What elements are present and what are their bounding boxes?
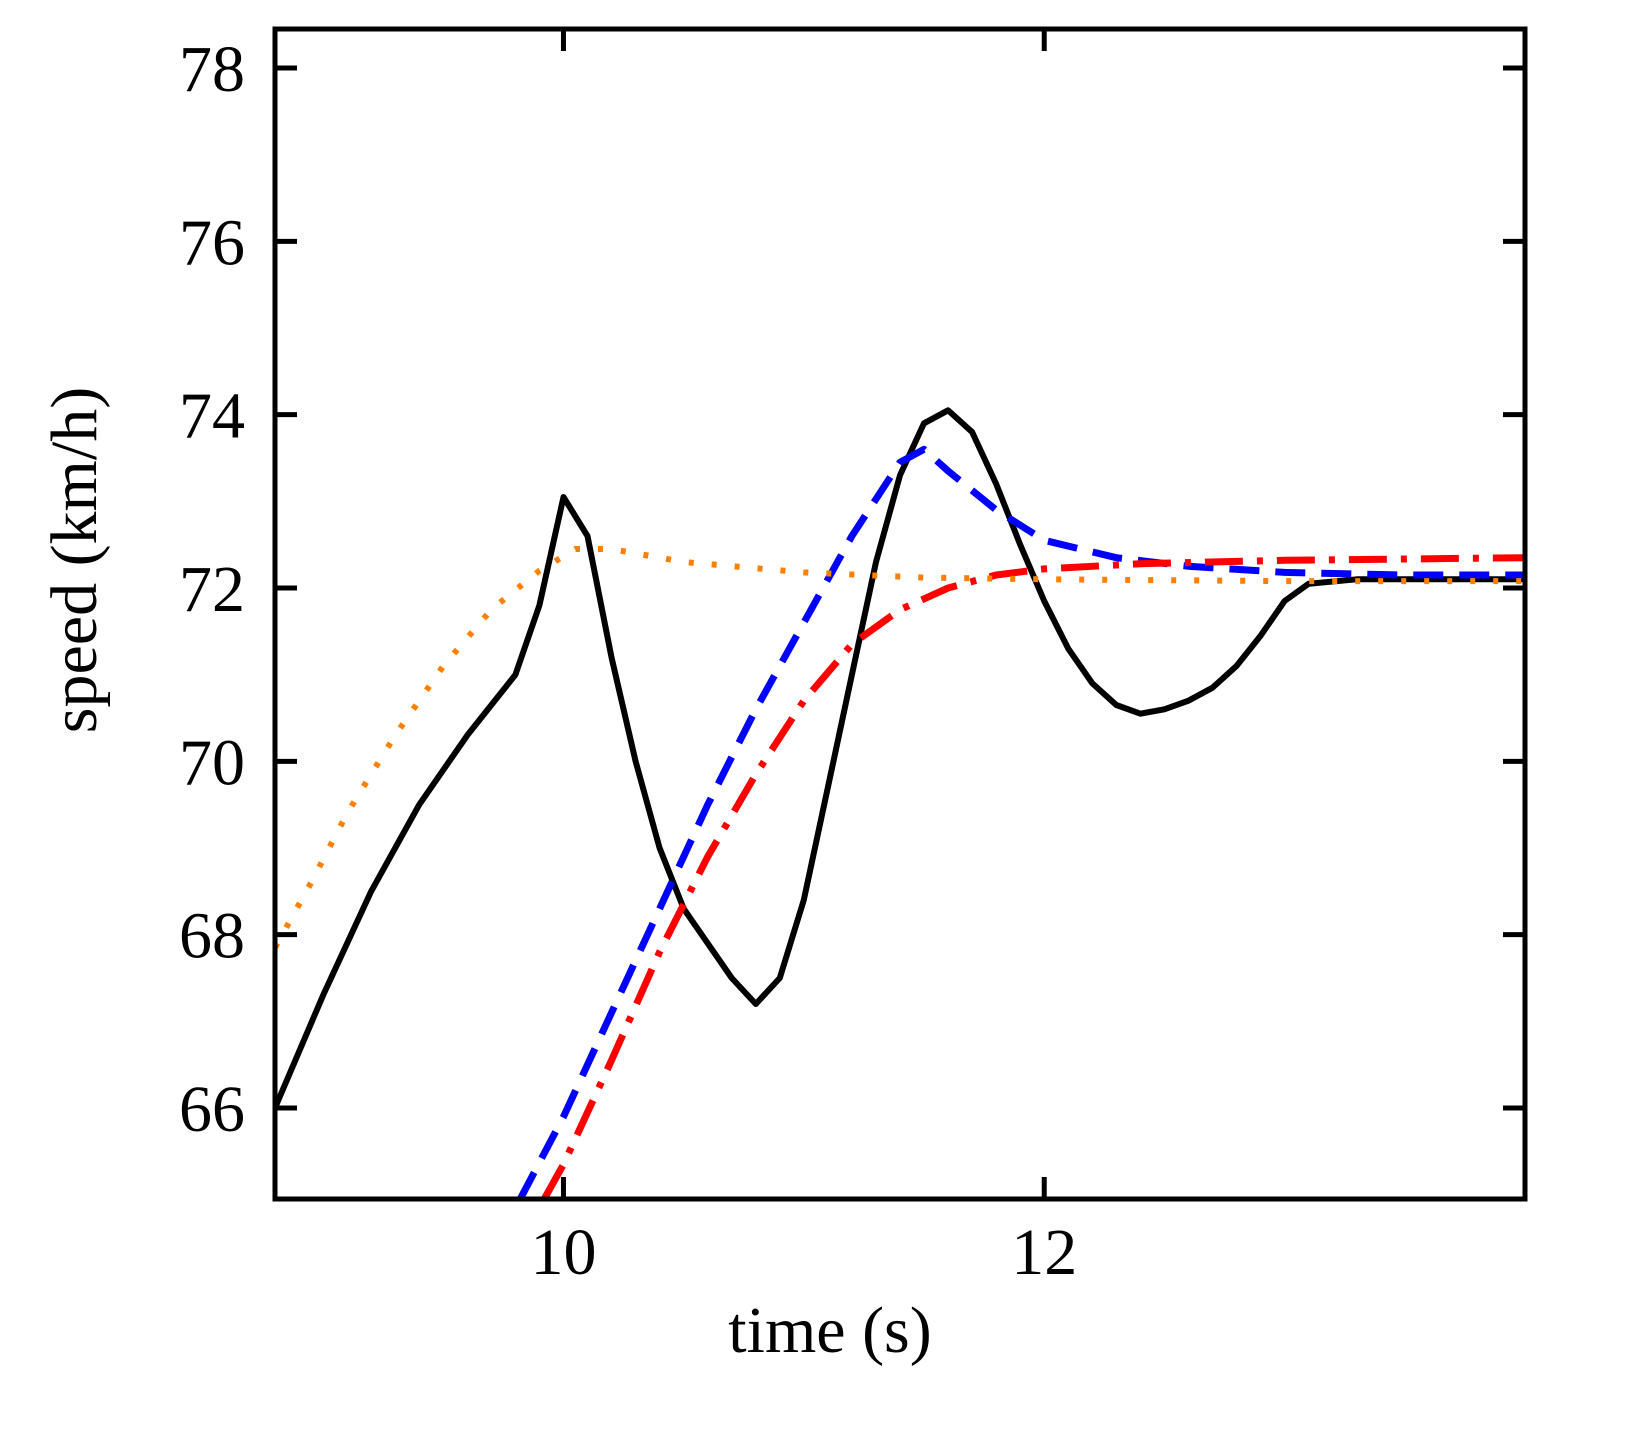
series-line-dashed <box>517 445 1525 1199</box>
y-tick-label-78: 78 <box>179 33 245 106</box>
y-tick-label-74: 74 <box>179 380 245 453</box>
series-layer <box>275 407 1525 1199</box>
series-line-dotted <box>275 546 1525 950</box>
x-axis-title: time (s) <box>728 1294 931 1367</box>
y-tick-label-68: 68 <box>179 900 245 973</box>
y-tick-label-72: 72 <box>179 553 245 626</box>
y-axis-title: speed (km/h) <box>38 387 111 733</box>
ticks-layer: 10 12 66 68 70 72 74 76 78 <box>179 29 1525 1289</box>
y-tick-label-66: 66 <box>179 1073 245 1146</box>
x-tick-label-12: 12 <box>1011 1216 1077 1289</box>
y-tick-label-76: 76 <box>179 206 245 279</box>
x-tick-label-10: 10 <box>530 1216 596 1289</box>
y-tick-label-70: 70 <box>179 726 245 799</box>
series-line-solid <box>275 407 1525 1110</box>
plot-frame <box>272 26 1528 1202</box>
series-line-dash-dot <box>541 554 1525 1199</box>
